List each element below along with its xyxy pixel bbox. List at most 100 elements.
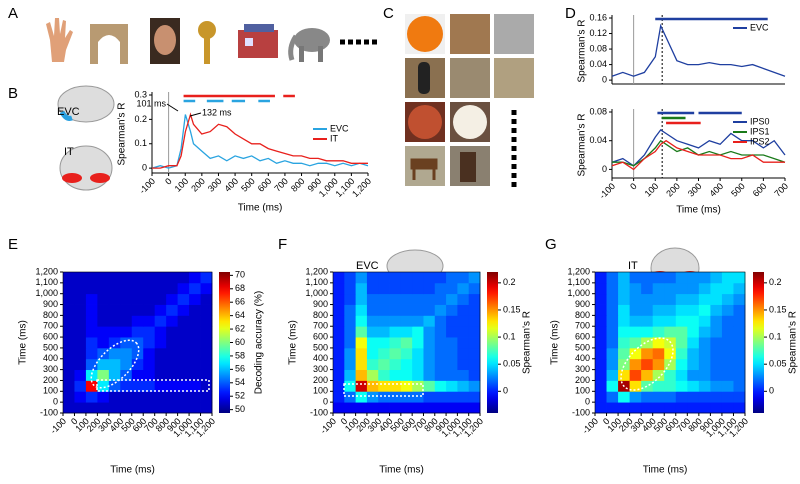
heatmap-cell [378, 402, 390, 414]
heatmap-cell [200, 293, 213, 305]
heatmap-cell [333, 272, 345, 284]
heatmap-cell [63, 391, 75, 403]
heatmap-cell [664, 326, 677, 338]
heatmap-cell [423, 391, 436, 403]
heatmap-cell [177, 347, 190, 360]
heatmap-cell [675, 402, 688, 414]
heatmap-cell [595, 347, 607, 360]
heatmap-cell [120, 293, 133, 305]
heatmap-cell [664, 391, 677, 403]
heatmap-cell [108, 358, 121, 371]
x-tick-label: 0 [339, 416, 350, 427]
heatmap-cell [355, 326, 368, 338]
heatmap-cell [85, 347, 98, 360]
heatmap-cell [595, 358, 607, 371]
heatmap-cell [641, 347, 654, 360]
heatmap-cell [177, 293, 190, 305]
heatmap-cell [721, 358, 734, 371]
heatmap-cell [333, 402, 345, 414]
heatmap-cell [457, 293, 470, 305]
heatmap-cell [85, 391, 98, 403]
heatmap-cell [131, 380, 144, 392]
heatmap-cell [652, 347, 665, 360]
y-tick-label: 0.12 [589, 28, 607, 38]
plot-frame [594, 271, 746, 414]
heatmap-cell [423, 315, 436, 327]
heatmap-cell [687, 347, 700, 360]
heatmap-cell [698, 358, 711, 371]
heatmap-cell [131, 337, 144, 349]
heatmap-cell [698, 272, 711, 284]
y-axis-label: Time (ms) [288, 320, 299, 365]
heatmap-cell [189, 293, 201, 305]
heatmap-cell [468, 380, 481, 392]
heatmap-cell [85, 315, 98, 327]
heatmap-cell [733, 282, 746, 295]
heatmap-cell [366, 337, 379, 349]
heatmap-cell [177, 402, 190, 414]
heatmap-cell [595, 380, 607, 392]
heatmap-cell [189, 402, 201, 414]
heatmap-cell [154, 293, 167, 305]
heatmap-cell [344, 315, 357, 327]
heatmap-cell [189, 337, 201, 349]
heatmap-cell [355, 391, 368, 403]
y-tick-label: 600 [43, 331, 58, 341]
heatmap-cell [177, 369, 190, 381]
heatmap-cell [629, 293, 642, 305]
heatmap-cell [457, 272, 470, 284]
heatmap-cell [641, 391, 654, 403]
heatmap-cell [400, 358, 413, 371]
y-tick-label: 400 [575, 353, 590, 363]
heatmap-cell [434, 293, 447, 305]
heatmap-cell [606, 326, 619, 338]
heatmap-cell [629, 282, 642, 295]
heatmap-cell [606, 293, 619, 305]
x-tick-label: 600 [751, 181, 769, 199]
heatmap-cell [154, 282, 167, 295]
heatmap-cell [200, 369, 213, 381]
heatmap-cell [468, 326, 481, 338]
heatmap-cell [457, 358, 470, 371]
heatmap-cell [629, 272, 642, 284]
heatmap-cell [641, 380, 654, 392]
heatmap-cell [74, 347, 87, 360]
heatmap-cell [675, 293, 688, 305]
heatmap-cell [97, 402, 110, 414]
heatmap-cell [177, 304, 190, 316]
heatmap-cell [97, 347, 110, 360]
heatmap-cell [74, 391, 87, 403]
y-tick-label: -100 [572, 407, 590, 417]
heatmap-cell [606, 315, 619, 327]
heatmap-cell [687, 315, 700, 327]
x-axis-label: Time (ms) [643, 465, 688, 476]
heatmap-cell [120, 380, 133, 392]
heatmap-cell [74, 272, 87, 284]
heatmap-cell [85, 380, 98, 392]
x-tick-label: 0 [69, 416, 80, 427]
heatmap-cell [618, 293, 631, 305]
heatmap-cell [366, 347, 379, 360]
heatmap-cell [378, 315, 390, 327]
heatmap-cell [131, 347, 144, 360]
heatmap-cell [143, 402, 156, 414]
heatmap-cell [333, 380, 345, 392]
heatmap-cell [333, 358, 345, 371]
heatmap-cell [423, 402, 436, 414]
heatmap-cell [412, 402, 424, 414]
heatmap-cell [721, 369, 734, 381]
heatmap-cell [189, 315, 201, 327]
heatmap-cell [366, 369, 379, 381]
heatmap-cell [595, 272, 607, 284]
heatmap-cell [446, 369, 458, 381]
x-tick-label: 700 [272, 176, 290, 194]
heatmap-cell [733, 358, 746, 371]
heatmap-cell [595, 337, 607, 349]
heatmap-cell [85, 326, 98, 338]
region-label: IT [64, 146, 74, 158]
heatmap-cell [434, 402, 447, 414]
heatmap-cell [154, 315, 167, 327]
x-tick-label: 100 [643, 181, 661, 199]
heatmap-cell [675, 369, 688, 381]
heatmap-cell [366, 293, 379, 305]
